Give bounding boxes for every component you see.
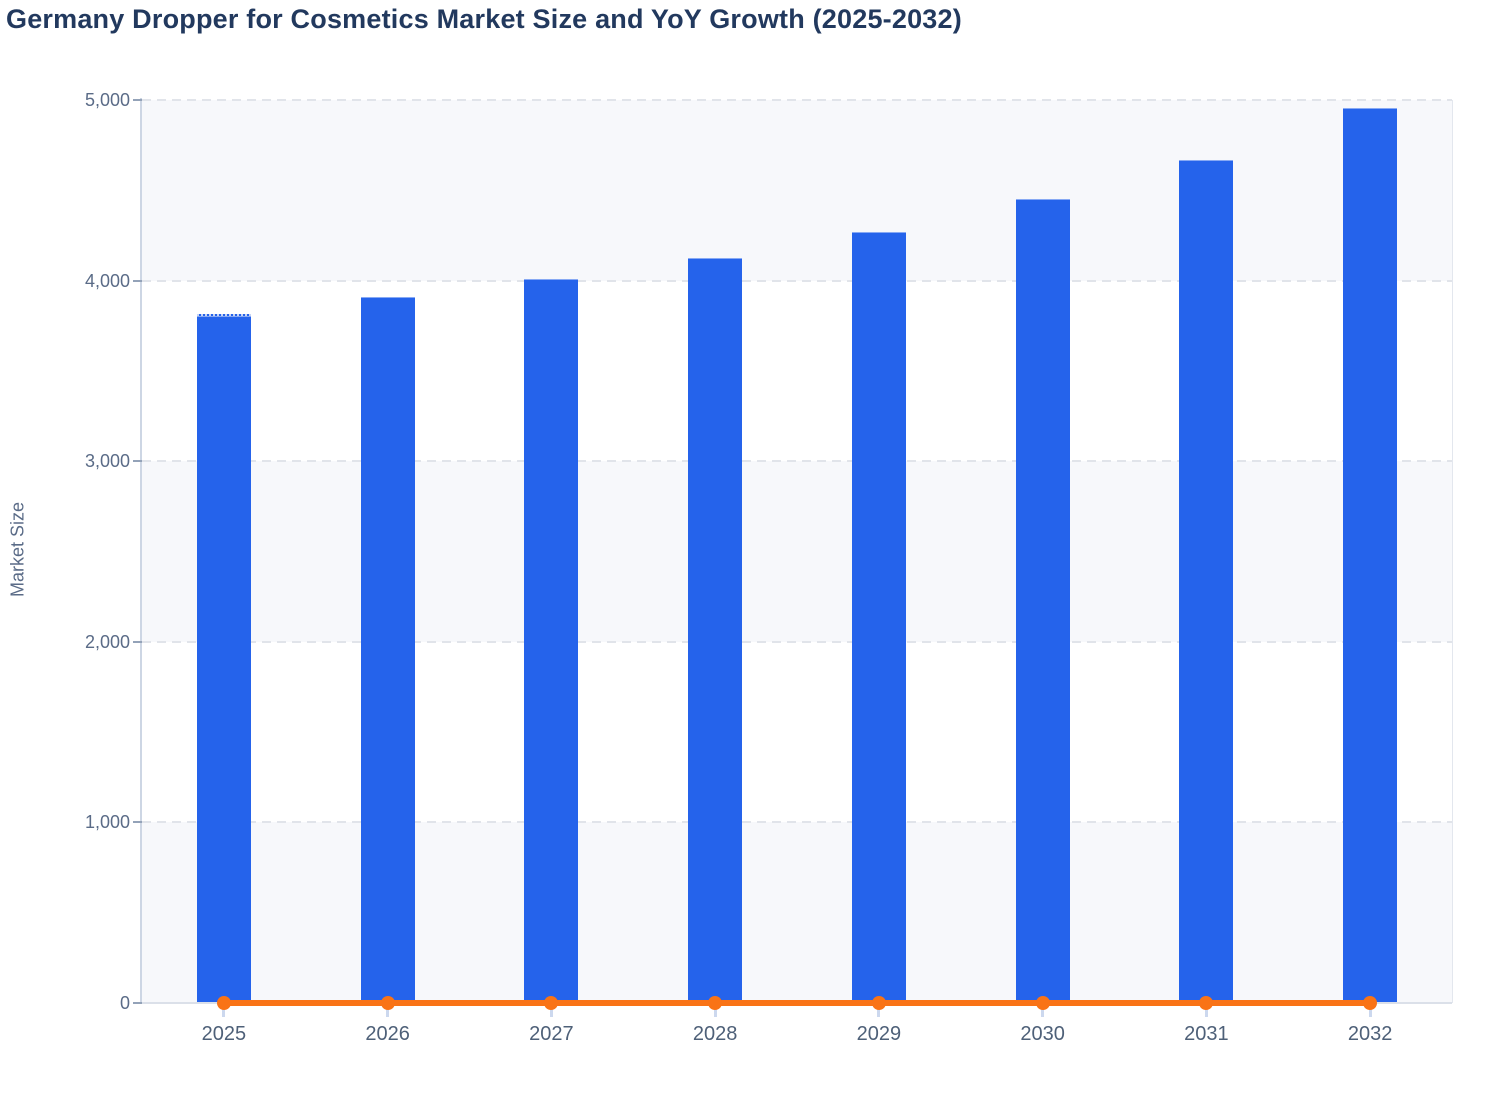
- background-band: [142, 822, 1452, 1003]
- y-tick-label: 4,000: [84, 270, 130, 291]
- background-band: [142, 642, 1452, 823]
- x-tick-label: 2030: [1020, 1023, 1065, 1045]
- yoy-point-2031[interactable]: [1199, 996, 1214, 1010]
- gridline: [142, 460, 1452, 463]
- bar-2025[interactable]: [196, 314, 251, 1003]
- background-band: [142, 461, 1452, 642]
- yoy-point-2032[interactable]: [1363, 996, 1378, 1010]
- y-tick-mark: [133, 460, 142, 463]
- x-tick-mark: [222, 1006, 226, 1017]
- x-tick-label: 2029: [856, 1023, 902, 1045]
- x-tick-mark: [877, 1006, 881, 1017]
- bar-2032[interactable]: [1343, 108, 1398, 1003]
- x-tick-label: 2032: [1347, 1023, 1393, 1045]
- chart-title: Germany Dropper for Cosmetics Market Siz…: [6, 4, 962, 34]
- bar-2029[interactable]: [851, 231, 906, 1003]
- gridline: [142, 640, 1452, 643]
- y-tick-mark: [133, 279, 142, 282]
- y-tick-label: 0: [119, 993, 130, 1013]
- yoy-point-2029[interactable]: [871, 996, 886, 1010]
- x-tick-mark: [1041, 1006, 1045, 1017]
- x-tick-label: 2027: [529, 1023, 574, 1045]
- bar-2028[interactable]: [688, 258, 743, 1003]
- y-tick-mark: [133, 1002, 142, 1004]
- y-tick-mark: [133, 640, 142, 643]
- bar-2030[interactable]: [1015, 199, 1070, 1003]
- yoy-point-2028[interactable]: [708, 996, 723, 1010]
- y-tick-label: 3,000: [84, 451, 130, 472]
- yoy-point-2025[interactable]: [216, 996, 231, 1010]
- x-tick-label: 2028: [692, 1023, 738, 1045]
- x-tick-label: 2025: [201, 1023, 247, 1045]
- x-tick-mark: [386, 1006, 390, 1017]
- yoy-point-2026[interactable]: [380, 996, 395, 1010]
- gridline: [142, 99, 1452, 101]
- plot-area: [142, 99, 1453, 1003]
- background-band: [142, 100, 1452, 281]
- y-tick-mark: [133, 821, 142, 824]
- bar-2031[interactable]: [1179, 159, 1234, 1003]
- x-tick-mark: [1204, 1006, 1208, 1017]
- x-tick-mark: [1368, 1006, 1372, 1017]
- x-tick-mark: [549, 1006, 553, 1017]
- y-tick-mark: [133, 99, 142, 101]
- gridline: [142, 279, 1452, 282]
- y-tick-label: 1,000: [84, 812, 130, 833]
- x-tick-mark: [713, 1006, 717, 1017]
- bar-2027[interactable]: [524, 278, 579, 1003]
- y-tick-label: 5,000: [84, 90, 130, 110]
- yoy-point-2030[interactable]: [1035, 996, 1050, 1010]
- gridline: [142, 821, 1452, 824]
- x-tick-label: 2026: [365, 1023, 410, 1045]
- y-tick-label: 2,000: [84, 631, 130, 652]
- background-band: [142, 281, 1452, 462]
- bar-2026[interactable]: [360, 296, 415, 1003]
- y-axis-title: Market Size: [7, 501, 28, 598]
- x-tick-label: 2031: [1184, 1023, 1229, 1045]
- yoy-point-2027[interactable]: [544, 996, 559, 1010]
- y-axis-line: [140, 98, 142, 1004]
- yoy-growth-line[interactable]: [223, 1000, 1371, 1006]
